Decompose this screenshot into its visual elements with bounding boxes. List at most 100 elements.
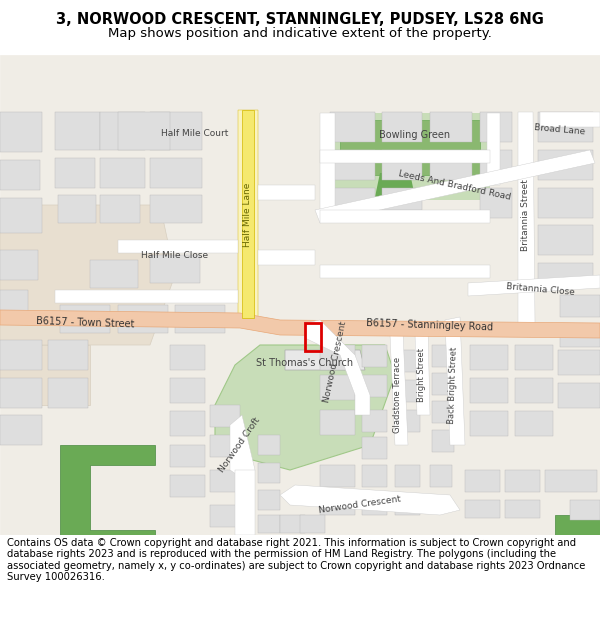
Bar — [170, 345, 205, 370]
Bar — [280, 515, 305, 533]
Bar — [470, 345, 508, 370]
Bar — [470, 378, 508, 403]
Bar — [150, 255, 200, 283]
Bar — [430, 150, 472, 180]
Polygon shape — [60, 445, 155, 535]
Polygon shape — [235, 470, 255, 535]
Polygon shape — [320, 150, 490, 163]
Bar — [362, 437, 387, 459]
Bar — [480, 112, 512, 142]
Bar — [258, 515, 280, 533]
Polygon shape — [280, 485, 460, 515]
Bar — [430, 112, 472, 142]
Polygon shape — [258, 185, 315, 200]
Polygon shape — [285, 350, 365, 370]
Bar — [432, 373, 454, 395]
Bar — [320, 345, 355, 370]
Polygon shape — [445, 317, 465, 445]
Bar — [60, 305, 110, 333]
Text: Half Mile Close: Half Mile Close — [142, 251, 209, 259]
Bar — [558, 350, 600, 375]
Bar — [382, 112, 422, 142]
Bar — [0, 290, 28, 315]
Bar — [395, 410, 420, 432]
Bar — [320, 495, 355, 515]
Polygon shape — [315, 150, 595, 223]
Bar — [0, 378, 42, 408]
Bar — [362, 345, 387, 367]
Polygon shape — [0, 205, 175, 345]
Text: Half Mile Lane: Half Mile Lane — [244, 182, 253, 247]
Bar — [100, 158, 145, 188]
Polygon shape — [375, 173, 415, 197]
Text: B6157 - Stanningley Road: B6157 - Stanningley Road — [367, 318, 494, 332]
Polygon shape — [320, 210, 490, 223]
Bar — [515, 345, 553, 370]
Bar — [175, 305, 225, 333]
Bar — [320, 465, 355, 487]
Bar — [382, 150, 422, 180]
Bar — [210, 405, 240, 427]
Bar — [362, 465, 387, 487]
Bar — [560, 295, 600, 317]
Text: Bright Street: Bright Street — [418, 348, 427, 402]
Bar — [515, 411, 553, 436]
Bar — [0, 250, 38, 280]
Bar — [558, 383, 600, 408]
Bar — [505, 500, 540, 518]
Bar — [150, 112, 202, 150]
Text: Norwood Croft: Norwood Croft — [218, 416, 262, 474]
Text: Gladstone Terrace: Gladstone Terrace — [394, 357, 403, 433]
Polygon shape — [390, 333, 408, 445]
Bar — [480, 150, 512, 180]
Polygon shape — [390, 195, 405, 210]
Bar — [210, 505, 240, 527]
Polygon shape — [238, 110, 258, 320]
Bar — [505, 470, 540, 492]
Bar — [170, 475, 205, 497]
Bar — [362, 495, 387, 515]
Bar — [170, 445, 205, 467]
Bar — [55, 158, 95, 188]
Polygon shape — [215, 345, 395, 470]
Bar — [0, 415, 42, 445]
Polygon shape — [118, 240, 238, 253]
Bar — [210, 435, 240, 457]
Bar — [58, 195, 96, 223]
Bar — [258, 490, 280, 510]
Bar — [90, 260, 138, 288]
Bar — [0, 340, 42, 370]
Bar — [0, 198, 42, 233]
Bar — [330, 150, 375, 180]
Bar — [48, 378, 88, 408]
Bar — [560, 325, 600, 347]
Bar — [305, 323, 321, 351]
Text: St Thomas's Church: St Thomas's Church — [256, 358, 353, 368]
Polygon shape — [518, 112, 535, 323]
Bar — [170, 411, 205, 436]
Bar — [395, 465, 420, 487]
Bar — [100, 195, 140, 223]
Bar — [170, 378, 205, 403]
Bar — [465, 500, 500, 518]
Bar — [210, 470, 240, 492]
Polygon shape — [305, 320, 370, 415]
Text: Back Bright Street: Back Bright Street — [447, 346, 459, 424]
Bar — [470, 411, 508, 436]
Text: Bowling Green: Bowling Green — [379, 130, 451, 140]
Text: Contains OS data © Crown copyright and database right 2021. This information is : Contains OS data © Crown copyright and d… — [7, 538, 586, 582]
Bar — [538, 112, 593, 142]
Text: 3, NORWOOD CRESCENT, STANNINGLEY, PUDSEY, LS28 6NG: 3, NORWOOD CRESCENT, STANNINGLEY, PUDSEY… — [56, 12, 544, 27]
Polygon shape — [242, 110, 254, 318]
Text: Half Mile Court: Half Mile Court — [161, 129, 229, 138]
Polygon shape — [555, 515, 600, 535]
Bar — [362, 410, 387, 432]
Text: Norwood Crescent: Norwood Crescent — [322, 321, 348, 404]
Polygon shape — [487, 113, 500, 185]
Polygon shape — [0, 345, 90, 405]
Polygon shape — [230, 415, 255, 480]
Text: Map shows position and indicative extent of the property.: Map shows position and indicative extent… — [108, 27, 492, 39]
Bar — [100, 112, 145, 150]
Text: Broad Lane: Broad Lane — [534, 123, 586, 137]
Bar — [395, 495, 420, 515]
